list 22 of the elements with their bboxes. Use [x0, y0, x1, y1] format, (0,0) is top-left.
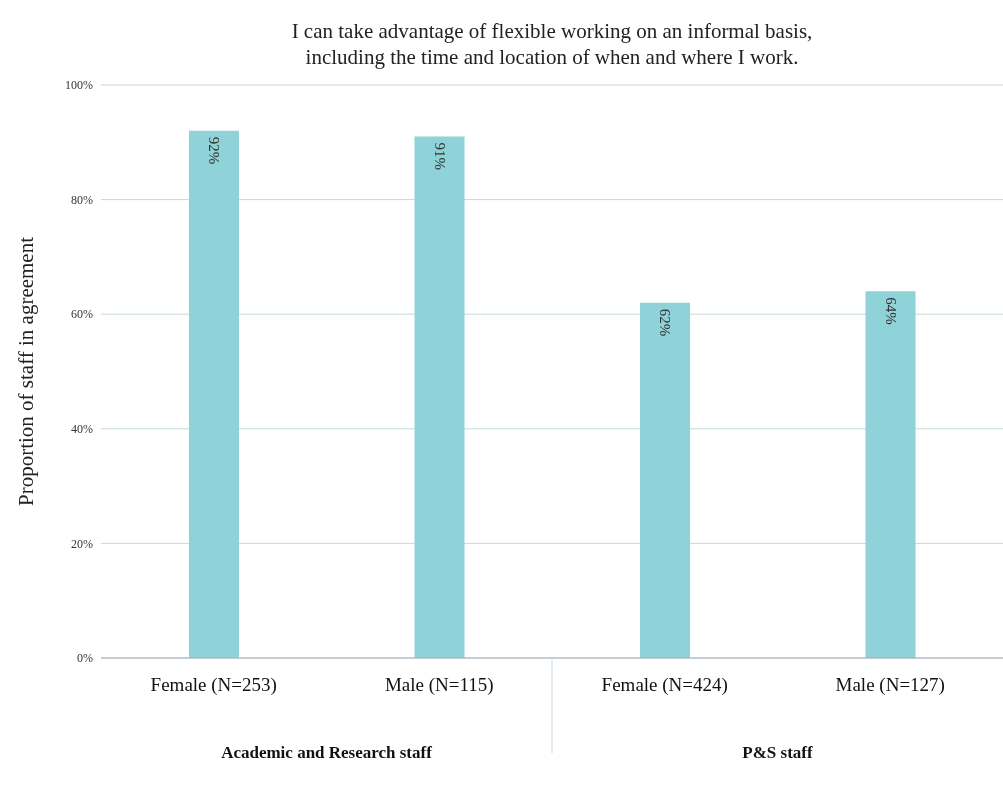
- bar: [414, 136, 465, 658]
- bar: [640, 302, 690, 658]
- y-tick-label: 20%: [71, 536, 93, 551]
- text: P&S staff: [742, 743, 814, 762]
- data-label: 92%: [206, 136, 222, 165]
- x-tick-label: Male (N=127): [835, 674, 945, 697]
- data-label: 64%: [882, 297, 899, 325]
- text: Academic and Research staff: [221, 743, 433, 762]
- y-tick-label: 60%: [71, 307, 93, 322]
- x-tick-label: Female (N=424): [601, 674, 728, 697]
- y-tick-label: 40%: [71, 422, 93, 437]
- data-label: 62%: [657, 308, 673, 337]
- y-tick-label: 0%: [77, 651, 93, 666]
- y-tick-label: 100%: [65, 78, 93, 93]
- x-tick-label: Male (N=115): [384, 674, 494, 697]
- x-tick-label: Female (N=253): [150, 674, 277, 697]
- chart-title: I can take advantage of flexible working on an informal basis, including the time and location of when and where I work.: [290, 18, 814, 70]
- y-axis-title: Proportion of staff in agreement: [14, 236, 38, 507]
- y-tick-label: 80%: [71, 192, 93, 207]
- data-label: 91%: [431, 142, 448, 171]
- bar: [865, 291, 916, 658]
- bar: [189, 130, 239, 658]
